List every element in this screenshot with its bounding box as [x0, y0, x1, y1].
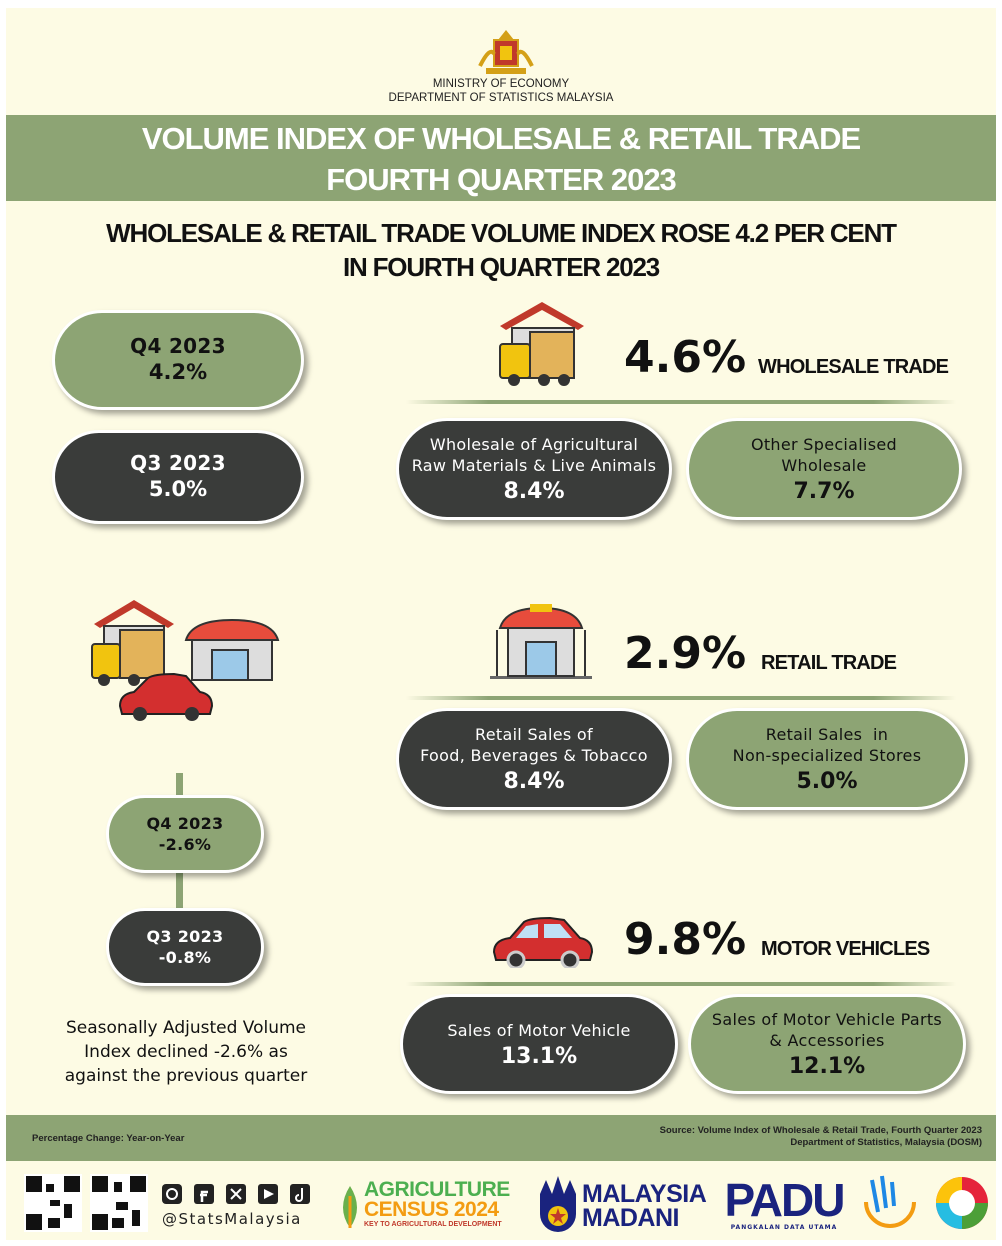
ministry: MINISTRY OF ECONOMY [432, 78, 570, 90]
retail-icon [490, 604, 592, 679]
combined-icon [91, 600, 280, 721]
pill-value: 7.7% [793, 479, 855, 504]
social-handle: @StatsMalaysia [162, 1210, 302, 1228]
padu-tag: PANGKALAN DATA UTAMA [730, 1224, 838, 1231]
pill-label: Q3 2023 [146, 927, 224, 946]
pill-label: Sales of Motor Vehicle Parts [711, 1010, 943, 1029]
pill-label: Q4 2023 [146, 814, 224, 833]
social-icons [162, 1184, 310, 1204]
overall-pill: Q3 2023 5.0% [52, 430, 304, 524]
item-pill: Retail Sales of Food, Beverages & Tobacco… [396, 708, 672, 810]
pill-label: Sales of Motor Vehicle [447, 1020, 631, 1040]
car-icon [492, 916, 594, 968]
pill-value: 4.2% [148, 360, 208, 384]
seasonal-pill: Q4 2023 -2.6% [106, 795, 264, 873]
partner-logos [864, 1175, 988, 1229]
note-line: against the previous quarter [64, 1066, 308, 1086]
item-pill: Retail Sales in Non-specialized Stores 5.0… [686, 708, 968, 810]
pill-value: -2.6% [158, 835, 212, 854]
pill-value: 13.1% [500, 1043, 578, 1069]
agri-line: AGRICULTURE [364, 1178, 510, 1201]
pill-label: Other Specialised [750, 435, 898, 454]
pill-label: Food, Beverages & Tobacco [420, 746, 648, 765]
pill-value: 8.4% [503, 769, 565, 794]
agri-tag: KEY TO AGRICULTURAL DEVELOPMENT [364, 1221, 502, 1228]
note-line: Index declined -2.6% as [84, 1042, 288, 1062]
section-value: 2.9% [624, 628, 747, 679]
footer-note: Percentage Change: Year-on-Year [32, 1133, 185, 1144]
department: DEPARTMENT OF STATISTICS MALAYSIA [388, 92, 614, 104]
pill-label: & Accessories [769, 1031, 885, 1050]
madani-line: MADANI [582, 1204, 680, 1232]
section-rule [406, 982, 956, 986]
infographic: MINISTRY OF ECONOMY DEPARTMENT OF STATIS… [6, 8, 996, 1240]
headline: WHOLESALE & RETAIL TRADE VOLUME INDEX RO… [106, 218, 897, 248]
pill-value: 8.4% [503, 479, 565, 504]
madani-mark [540, 1176, 576, 1232]
pill-value: 12.1% [788, 1054, 866, 1079]
pill-label: Retail Sales in [765, 725, 889, 744]
note-line: Seasonally Adjusted Volume [65, 1018, 307, 1038]
section-value: 9.8% [624, 914, 747, 965]
emblem [478, 30, 534, 74]
item-pill: Other Specialised Wholesale 7.7% [686, 418, 962, 520]
pill-label: Raw Materials & Live Animals [411, 456, 657, 475]
section-value: 4.6% [624, 332, 747, 383]
item-pill: Wholesale of Agricultural Raw Materials &… [396, 418, 672, 520]
overall-pill: Q4 2023 4.2% [52, 310, 304, 410]
pill-value: -0.8% [158, 948, 212, 967]
section-rule [406, 696, 956, 700]
footer-band: Percentage Change: Year-on-Year Source: … [6, 1115, 996, 1161]
wholesale-icon [499, 302, 584, 386]
pill-label: Non-specialized Stores [732, 746, 922, 765]
headline: IN FOURTH QUARTER 2023 [343, 252, 660, 282]
section-name: RETAIL TRADE [761, 652, 897, 674]
item-pill: Sales of Motor Vehicle 13.1% [400, 994, 678, 1094]
pill-value: 5.0% [148, 477, 208, 501]
madani-line: MALAYSIA [582, 1180, 707, 1208]
section-name: WHOLESALE TRADE [758, 356, 949, 378]
source-line: Source: Volume Index of Wholesale & Reta… [659, 1125, 982, 1136]
source-line: Department of Statistics, Malaysia (DOSM… [790, 1137, 982, 1148]
pill-label: Wholesale [781, 456, 867, 475]
title-line: VOLUME INDEX OF WHOLESALE & RETAIL TRADE [141, 121, 861, 156]
agri-line: CENSUS 2024 [364, 1198, 499, 1221]
pill-label: Retail Sales of [475, 725, 593, 744]
title-band: VOLUME INDEX OF WHOLESALE & RETAIL TRADE… [6, 115, 996, 201]
section-rule [406, 400, 956, 404]
qr-codes [24, 1174, 148, 1232]
section-name: MOTOR VEHICLES [761, 938, 930, 960]
padu-logo: PADU [724, 1174, 846, 1226]
title-line: FOURTH QUARTER 2023 [326, 162, 677, 197]
pill-label: Wholesale of Agricultural [429, 435, 639, 454]
pill-label: Q3 2023 [130, 451, 226, 475]
pill-value: 5.0% [796, 769, 858, 794]
seasonal-pill: Q3 2023 -0.8% [106, 908, 264, 986]
item-pill: Sales of Motor Vehicle Parts & Accessorie… [688, 994, 966, 1094]
agri-leaf [343, 1186, 357, 1228]
pill-label: Q4 2023 [130, 334, 226, 358]
